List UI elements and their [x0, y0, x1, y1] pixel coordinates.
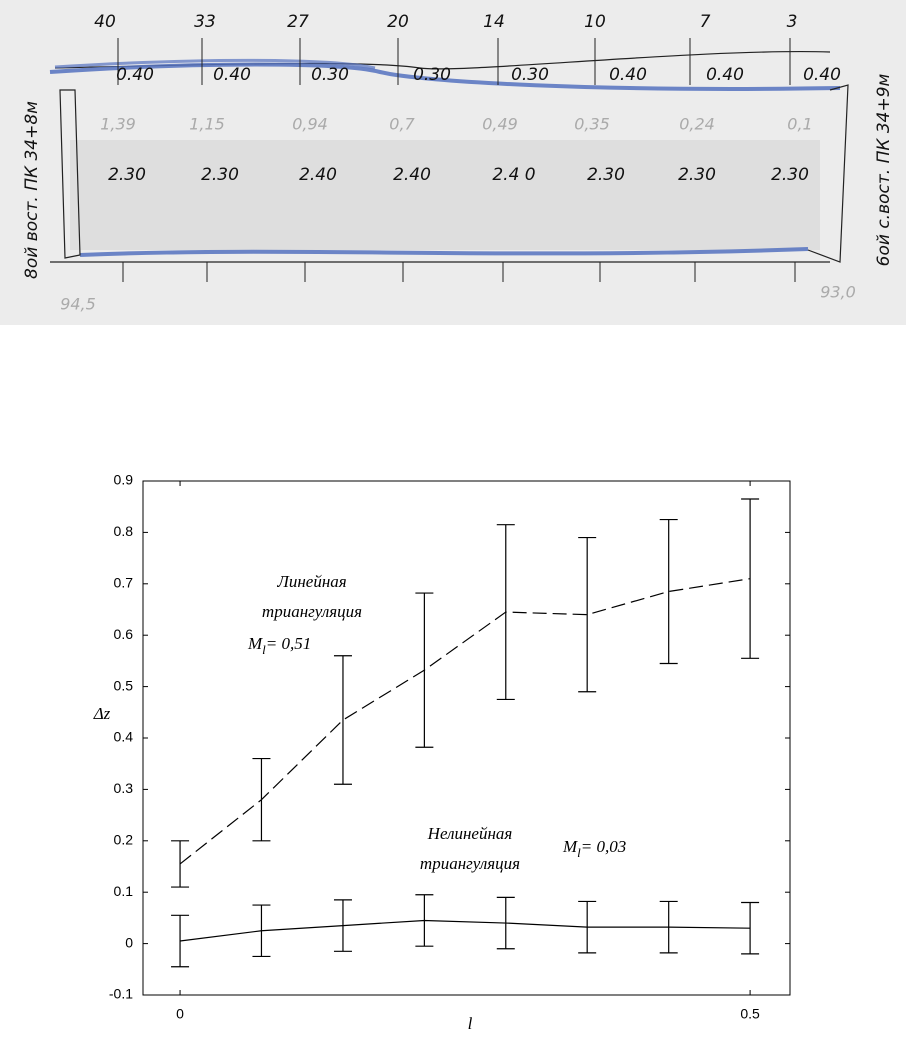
- sketch-shade: [70, 140, 820, 250]
- gray-value: 0,1: [787, 115, 812, 134]
- width: 2.40: [393, 165, 431, 185]
- annotation-line: Линейная: [276, 572, 346, 591]
- metric-symbol: M: [247, 634, 263, 653]
- station: 33: [194, 12, 216, 32]
- error-bar: [415, 894, 434, 947]
- y-tick-label: -0.1: [109, 986, 133, 1002]
- depth: 0.40: [213, 65, 251, 85]
- gray-value: 0,94: [292, 115, 328, 134]
- y-tick-label: 0.7: [114, 575, 134, 591]
- error-bar: [333, 899, 352, 952]
- y-tick-label: 0.2: [114, 832, 134, 848]
- annotation-metric: Ml= 0,51: [247, 634, 311, 657]
- gray-value: 0,24: [679, 115, 715, 134]
- gray-value: 1,39: [100, 115, 136, 134]
- plot-frame: [142, 480, 791, 996]
- metric-subscript: l: [577, 845, 581, 860]
- station: 20: [387, 12, 409, 32]
- y-tick-label: 0.3: [114, 780, 134, 796]
- chart: -0.1 0 0.1 0.2 0.3 0.4 0.5 0.6 0.7 0.8 0.9 0 0.5 Лине…: [109, 472, 790, 1022]
- right-label: 6ой с.вост. ПК 34+9м: [874, 73, 894, 266]
- y-tick-label: 0.6: [114, 626, 134, 642]
- width: 2.30: [771, 165, 809, 185]
- width: 2.30: [587, 165, 625, 185]
- sketch: 40 33 27 20 14 10 7 3 0.40 0.40 0.30 0.30 0.30 0.40 0.…: [94, 12, 841, 282]
- left-bottom: 94,5: [60, 295, 96, 314]
- depth: 0.30: [511, 65, 549, 85]
- error-bar: [659, 900, 678, 954]
- width: 2.40: [299, 165, 337, 185]
- error-bar: [496, 896, 515, 950]
- width: 2.4 0: [492, 165, 535, 185]
- y-tick-label: 0.5: [114, 677, 134, 693]
- annotation-line: триангуляция: [420, 854, 520, 873]
- station: 27: [287, 12, 309, 32]
- y-axis-label: Δz: [93, 704, 111, 723]
- sketch-blue-line: [49, 62, 841, 91]
- x-tick-label: 0: [176, 1006, 184, 1022]
- y-tick-label: 0.9: [114, 472, 134, 488]
- error-bar: [741, 901, 760, 955]
- left-label: 8ой вост. ПК 34+8м: [22, 101, 42, 279]
- gray-value: 0,7: [389, 115, 415, 134]
- error-bar: [496, 524, 515, 701]
- sketch-blue-line: [79, 247, 809, 257]
- right-bottom: 93,0: [820, 283, 856, 302]
- depth: 0.30: [413, 65, 451, 85]
- depth: 0.40: [803, 65, 841, 85]
- series-line: [179, 578, 751, 865]
- series-line: [179, 919, 751, 942]
- error-bar: [741, 498, 760, 659]
- error-bar: [252, 904, 271, 958]
- error-bar: [333, 655, 352, 785]
- error-bar: [252, 757, 271, 842]
- depth: 0.30: [311, 65, 349, 85]
- gray-value: 0,35: [574, 115, 610, 134]
- x-axis-label: l: [468, 1014, 473, 1033]
- metric-value: = 0,03: [581, 837, 626, 856]
- station: 3: [787, 12, 798, 32]
- annotation-line: триангуляция: [262, 602, 362, 621]
- metric-symbol: M: [562, 837, 578, 856]
- metric-value: = 0,51: [266, 634, 311, 653]
- error-bar: [415, 592, 434, 748]
- depth: 0.40: [706, 65, 744, 85]
- depth: 0.40: [116, 65, 154, 85]
- error-bar: [171, 840, 190, 888]
- gray-value: 0,49: [482, 115, 518, 134]
- y-tick-label: 0.4: [114, 729, 134, 745]
- error-bar: [578, 536, 597, 693]
- station: 7: [700, 12, 711, 32]
- metric-subscript: l: [262, 642, 266, 657]
- error-bar: [171, 914, 190, 968]
- sketch-blue-line: [54, 58, 376, 70]
- error-bar: [659, 518, 678, 665]
- width: 2.30: [108, 165, 146, 185]
- y-tick-label: 0.8: [114, 523, 134, 539]
- x-tick-label: 0.5: [740, 1006, 760, 1022]
- depth: 0.40: [609, 65, 647, 85]
- width: 2.30: [201, 165, 239, 185]
- annotation-line: Нелинейная: [427, 824, 513, 843]
- gray-value: 1,15: [189, 115, 225, 134]
- y-tick-label: 0.1: [114, 883, 134, 899]
- annotation-metric: Ml= 0,03: [562, 837, 626, 860]
- station: 40: [94, 12, 116, 32]
- station: 14: [483, 12, 505, 32]
- width: 2.30: [678, 165, 716, 185]
- error-bar: [578, 900, 597, 954]
- station: 10: [584, 12, 606, 32]
- y-tick-label: 0: [125, 934, 133, 950]
- sketch-pier: [59, 89, 81, 259]
- sketch-pier: [807, 84, 849, 263]
